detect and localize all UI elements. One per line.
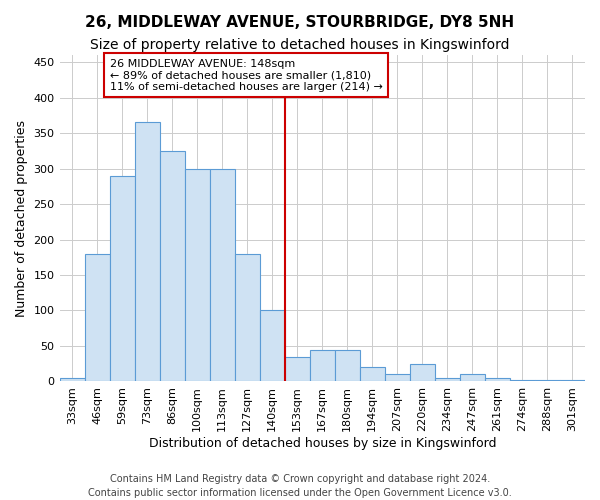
Bar: [535, 380, 560, 382]
Bar: [510, 380, 535, 382]
Bar: [59, 378, 85, 382]
Bar: [160, 151, 185, 382]
Bar: [460, 374, 485, 382]
X-axis label: Distribution of detached houses by size in Kingswinford: Distribution of detached houses by size …: [149, 437, 496, 450]
Bar: [185, 168, 209, 382]
Bar: [85, 254, 110, 382]
Bar: [385, 374, 410, 382]
Text: Size of property relative to detached houses in Kingswinford: Size of property relative to detached ho…: [90, 38, 510, 52]
Bar: [410, 364, 435, 382]
Bar: [435, 378, 460, 382]
Text: 26, MIDDLEWAY AVENUE, STOURBRIDGE, DY8 5NH: 26, MIDDLEWAY AVENUE, STOURBRIDGE, DY8 5…: [85, 15, 515, 30]
Text: 26 MIDDLEWAY AVENUE: 148sqm
← 89% of detached houses are smaller (1,810)
11% of : 26 MIDDLEWAY AVENUE: 148sqm ← 89% of det…: [110, 58, 382, 92]
Bar: [560, 380, 585, 382]
Bar: [335, 350, 360, 382]
Y-axis label: Number of detached properties: Number of detached properties: [15, 120, 28, 316]
Bar: [134, 122, 160, 382]
Bar: [110, 176, 134, 382]
Title: 26, MIDDLEWAY AVENUE, STOURBRIDGE, DY8 5NH
Size of property relative to detached: 26, MIDDLEWAY AVENUE, STOURBRIDGE, DY8 5…: [0, 499, 1, 500]
Bar: [285, 356, 310, 382]
Bar: [485, 378, 510, 382]
Text: Contains HM Land Registry data © Crown copyright and database right 2024.
Contai: Contains HM Land Registry data © Crown c…: [88, 474, 512, 498]
Bar: [235, 254, 260, 382]
Bar: [360, 368, 385, 382]
Bar: [260, 310, 285, 382]
Bar: [310, 350, 335, 382]
Bar: [209, 168, 235, 382]
